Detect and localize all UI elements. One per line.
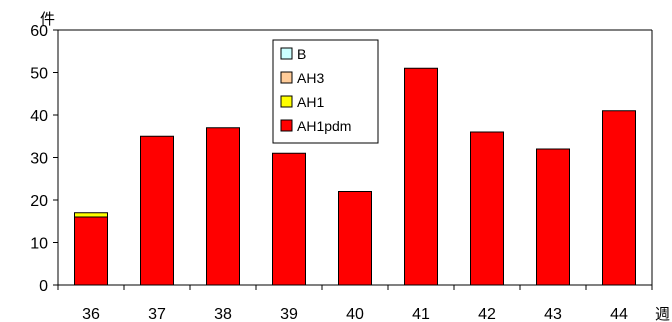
y-tick-label: 20: [30, 193, 48, 210]
legend-label-ah1: AH1: [297, 94, 324, 110]
x-axis-unit-label: 週: [655, 305, 670, 322]
legend-swatch-ah3: [280, 71, 293, 84]
legend-swatch-ah1pdm: [280, 119, 293, 132]
legend: B AH3 AH1 AH1pdm: [272, 39, 379, 144]
legend-label-ah3: AH3: [297, 70, 324, 86]
x-axis: 36 37 38 39 40 41 42 43 44: [57, 285, 653, 322]
y-tick-label: 60: [30, 23, 48, 40]
bar-ah1pdm-38: [206, 127, 240, 286]
y-tick-label: 30: [30, 151, 48, 168]
x-tick-label: 44: [610, 306, 628, 322]
legend-swatch-b: [280, 47, 293, 60]
bar-ah1-36: [74, 212, 108, 218]
bar-ah1pdm-43: [536, 148, 570, 286]
bar-ah1pdm-36: [74, 216, 108, 286]
bar-ah1pdm-42: [470, 131, 504, 286]
x-tick-label: 40: [346, 306, 364, 322]
y-tick-label: 40: [30, 108, 48, 125]
bar-ah1pdm-39: [272, 152, 306, 286]
y-tick-label: 10: [30, 236, 48, 253]
x-tick-label: 39: [280, 306, 298, 322]
bars: [74, 67, 636, 286]
x-tick-label: 41: [412, 306, 430, 322]
bar-ah1pdm-40: [338, 191, 372, 286]
legend-label-b: B: [297, 46, 306, 62]
y-tick-label: 0: [39, 278, 48, 295]
y-axis: 0 10 20 30 40 50 60: [30, 23, 58, 295]
legend-swatch-ah1: [280, 95, 293, 108]
x-tick-label: 37: [148, 306, 166, 322]
x-tick-label: 38: [214, 306, 232, 322]
x-tick-label: 43: [544, 306, 562, 322]
y-axis-unit-label: 件: [40, 10, 55, 28]
bar-ah1pdm-44: [602, 110, 636, 286]
y-tick-label: 50: [30, 66, 48, 83]
bar-ah1pdm-41: [404, 67, 438, 286]
x-tick-label: 36: [82, 306, 100, 322]
bar-ah1pdm-37: [140, 135, 174, 286]
x-tick-label: 42: [478, 306, 496, 322]
legend-label-ah1pdm: AH1pdm: [297, 118, 351, 134]
